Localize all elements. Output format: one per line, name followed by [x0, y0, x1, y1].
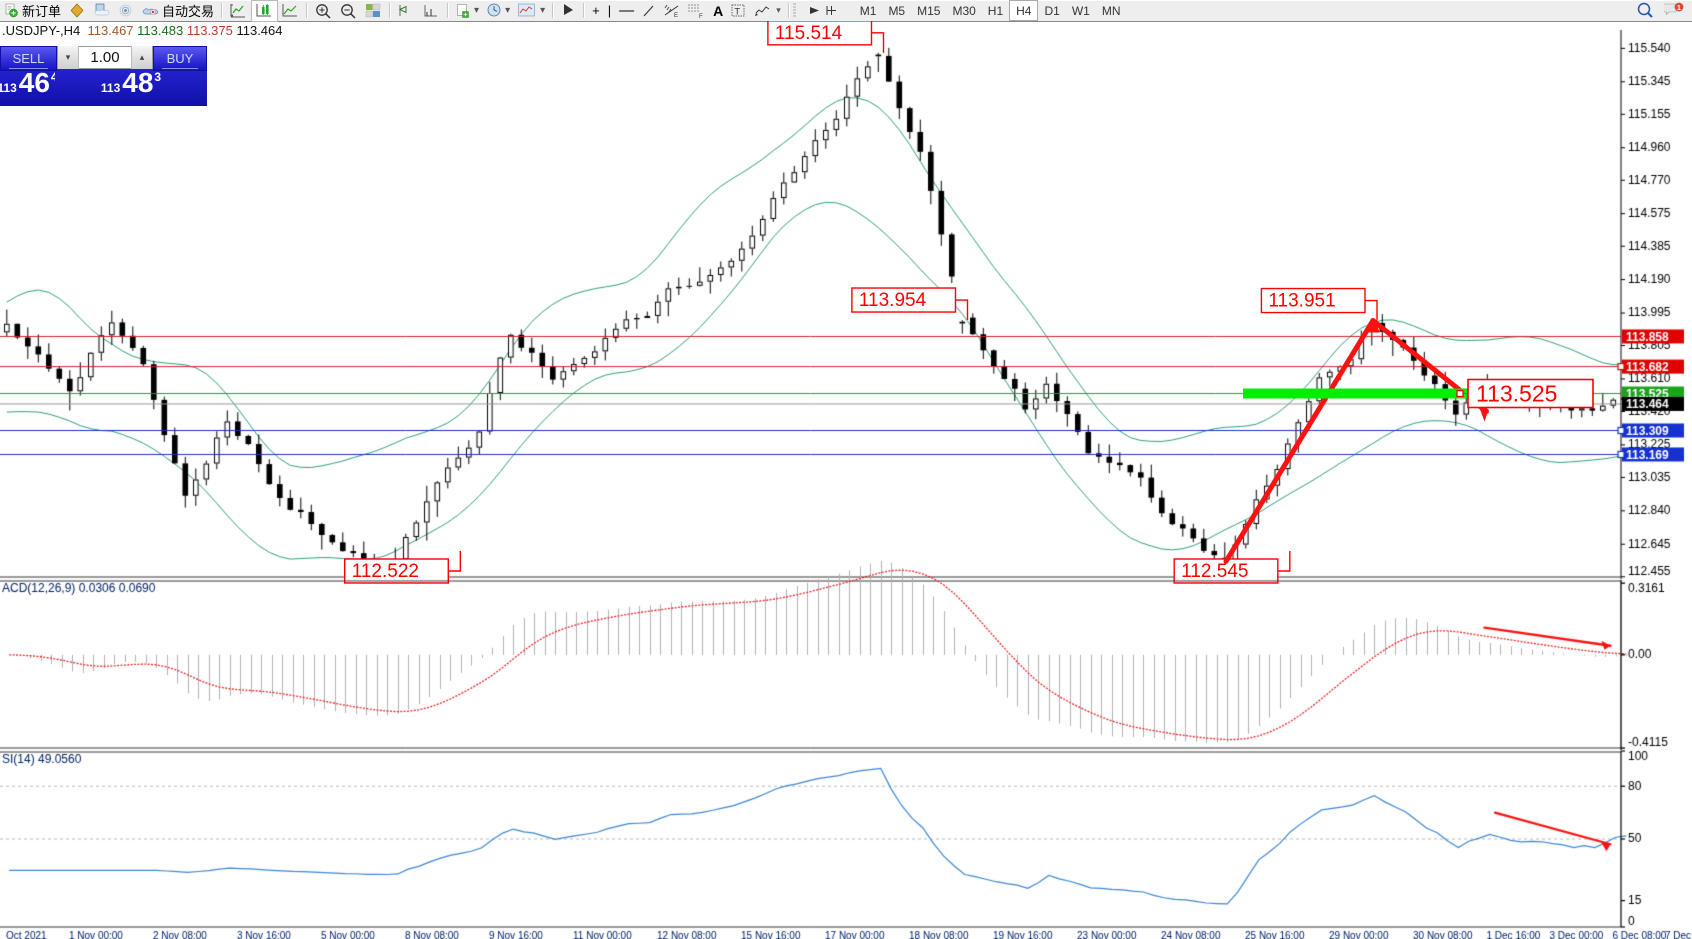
svg-text:F: F: [699, 14, 703, 18]
svg-text:E: E: [674, 13, 678, 18]
svg-text:T: T: [735, 6, 741, 16]
svg-text:1: 1: [1677, 3, 1681, 12]
